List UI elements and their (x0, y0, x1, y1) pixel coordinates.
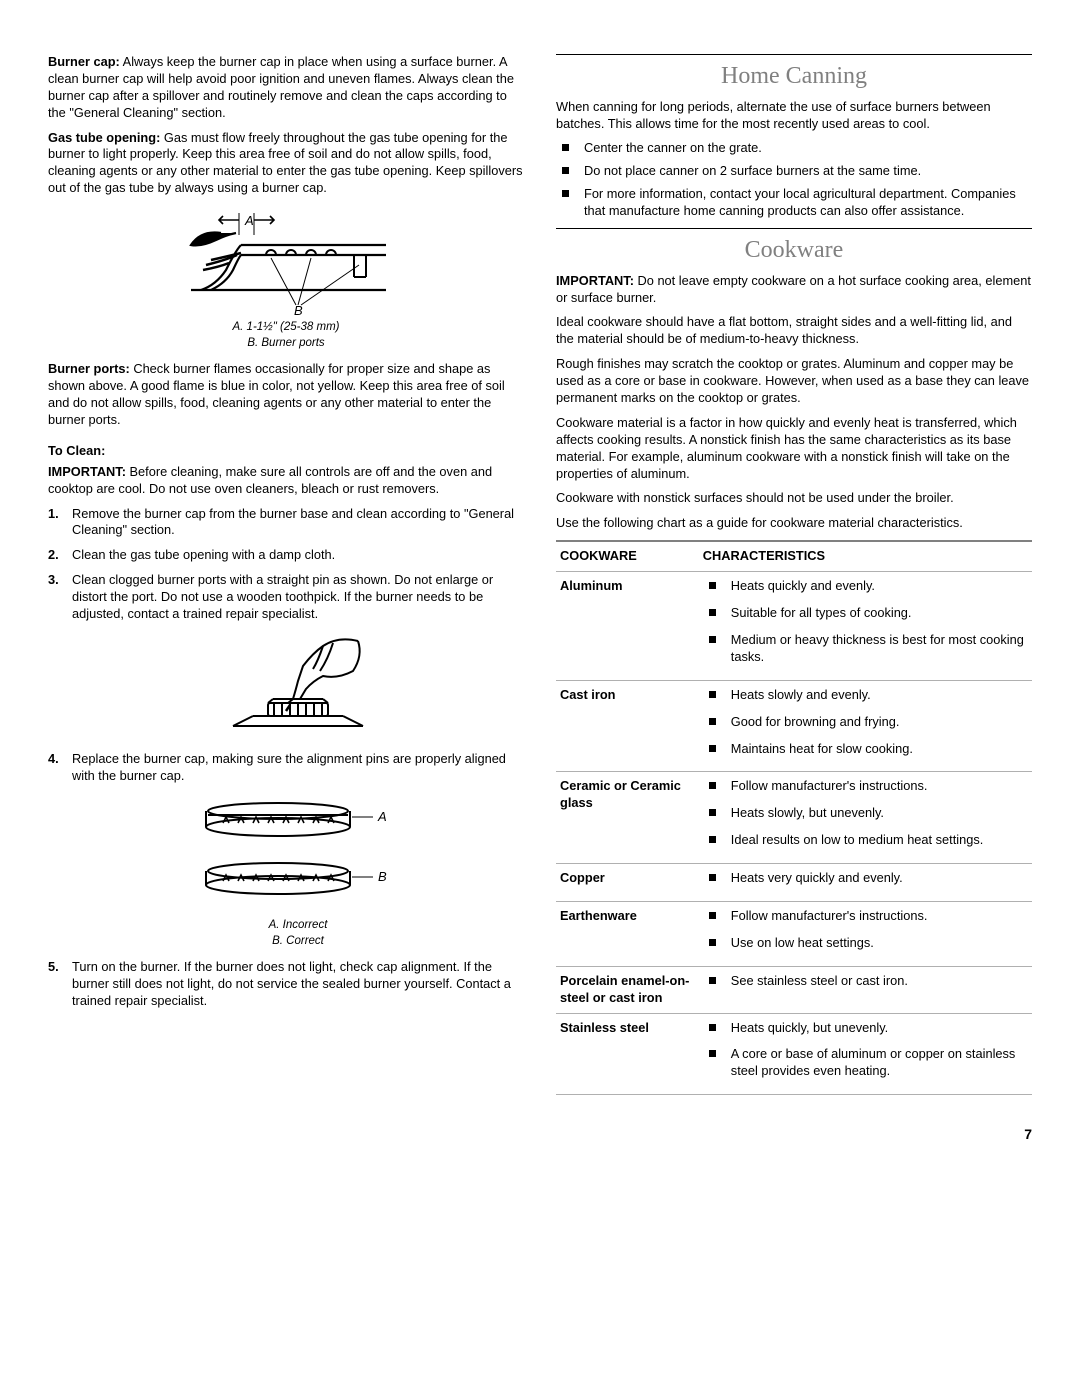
home-canning-title: Home Canning (556, 61, 1032, 93)
ceramic-2: Heats slowly, but unevenly. (703, 805, 1028, 822)
canning-item-1: Center the canner on the grate. (556, 140, 1032, 157)
cookware-p4: Cookware with nonstick surfaces should n… (556, 490, 1032, 507)
cell-earthenware-char: Follow manufacturer's instructions. Use … (699, 901, 1032, 966)
cookware-p5: Use the following chart as a guide for c… (556, 515, 1032, 532)
cast-iron-1: Heats slowly and evenly. (703, 687, 1028, 704)
right-column: Home Canning When canning for long perio… (556, 54, 1032, 1095)
home-canning-intro: When canning for long periods, alternate… (556, 99, 1032, 133)
ceramic-3: Ideal results on low to medium heat sett… (703, 832, 1028, 849)
burner-cap-para: Burner cap: Always keep the burner cap i… (48, 54, 524, 122)
cookware-title: Cookware (556, 235, 1032, 267)
cell-aluminum: Aluminum (556, 572, 699, 681)
figure-cap-alignment: A B A. Incorrect B. Correct (72, 793, 524, 949)
fig1-label-a: A (244, 213, 254, 228)
home-canning-list: Center the canner on the grate. Do not p… (556, 140, 1032, 220)
earthenware-2: Use on low heat settings. (703, 935, 1028, 952)
burner-ports-label: Burner ports: (48, 361, 130, 376)
cast-iron-3: Maintains heat for slow cooking. (703, 741, 1028, 758)
row-stainless: Stainless steel Heats quickly, but uneve… (556, 1013, 1032, 1095)
cookware-p1: Ideal cookware should have a flat bottom… (556, 314, 1032, 348)
aluminum-2: Suitable for all types of cooking. (703, 605, 1028, 622)
copper-1: Heats very quickly and evenly. (703, 870, 1028, 887)
burner-cap-label: Burner cap: (48, 54, 120, 69)
step-4-text: Replace the burner cap, making sure the … (72, 751, 506, 783)
row-cast-iron: Cast iron Heats slowly and evenly. Good … (556, 680, 1032, 772)
fig1-caption-a: A. 1-1½" (25-38 mm) (48, 319, 524, 335)
cleaning-steps: Remove the burner cap from the burner ba… (48, 506, 524, 1010)
to-clean-head: To Clean: (48, 443, 524, 460)
cell-copper: Copper (556, 864, 699, 902)
page-columns: Burner cap: Always keep the burner cap i… (48, 54, 1032, 1095)
cookware-important-label: IMPORTANT: (556, 273, 634, 288)
step-3: Clean clogged burner ports with a straig… (48, 572, 524, 741)
figure-pin-cleaning (72, 631, 524, 741)
cookware-important: IMPORTANT: Do not leave empty cookware o… (556, 273, 1032, 307)
th-cookware: COOKWARE (556, 541, 699, 571)
step-4: Replace the burner cap, making sure the … (48, 751, 524, 949)
earthenware-1: Follow manufacturer's instructions. (703, 908, 1028, 925)
cast-iron-2: Good for browning and frying. (703, 714, 1028, 731)
cell-ceramic-char: Follow manufacturer's instructions. Heat… (699, 772, 1032, 864)
cell-porcelain: Porcelain enamel-on-steel or cast iron (556, 966, 699, 1013)
step-3-text: Clean clogged burner ports with a straig… (72, 572, 493, 621)
cell-cast-iron-char: Heats slowly and evenly. Good for browni… (699, 680, 1032, 772)
fig3-label-a: A (377, 809, 387, 824)
ceramic-1: Follow manufacturer's instructions. (703, 778, 1028, 795)
gas-tube-label: Gas tube opening: (48, 130, 160, 145)
figure1-caption: A. 1-1½" (25-38 mm) B. Burner ports (48, 319, 524, 351)
cell-earthenware: Earthenware (556, 901, 699, 966)
cell-cast-iron: Cast iron (556, 680, 699, 772)
rule-mid (556, 228, 1032, 229)
cookware-p3: Cookware material is a factor in how qui… (556, 415, 1032, 483)
stainless-1: Heats quickly, but unevenly. (703, 1020, 1028, 1037)
cookware-p2: Rough finishes may scratch the cooktop o… (556, 356, 1032, 407)
page-number: 7 (48, 1125, 1032, 1143)
figure-burner-cross-section: A B A. 1-1½" (25-38 mm) B. Burner ports (48, 205, 524, 351)
cell-stainless-char: Heats quickly, but unevenly. A core or b… (699, 1013, 1032, 1095)
fig3-caption-a: A. Incorrect (72, 917, 524, 933)
step-2: Clean the gas tube opening with a damp c… (48, 547, 524, 564)
aluminum-3: Medium or heavy thickness is best for mo… (703, 632, 1028, 666)
th-characteristics: CHARACTERISTICS (699, 541, 1032, 571)
cell-porcelain-char: See stainless steel or cast iron. (699, 966, 1032, 1013)
row-aluminum: Aluminum Heats quickly and evenly. Suita… (556, 572, 1032, 681)
figure3-caption: A. Incorrect B. Correct (72, 917, 524, 949)
rule-top (556, 54, 1032, 55)
cell-stainless: Stainless steel (556, 1013, 699, 1095)
gas-tube-para: Gas tube opening: Gas must flow freely t… (48, 130, 524, 198)
fig3-caption-b: B. Correct (72, 933, 524, 949)
cookware-table: COOKWARE CHARACTERISTICS Aluminum Heats … (556, 540, 1032, 1095)
step-1: Remove the burner cap from the burner ba… (48, 506, 524, 540)
stainless-2: A core or base of aluminum or copper on … (703, 1046, 1028, 1080)
cell-copper-char: Heats very quickly and evenly. (699, 864, 1032, 902)
step-5: Turn on the burner. If the burner does n… (48, 959, 524, 1010)
row-ceramic: Ceramic or Ceramic glass Follow manufact… (556, 772, 1032, 864)
to-clean-important-label: IMPORTANT: (48, 464, 126, 479)
aluminum-1: Heats quickly and evenly. (703, 578, 1028, 595)
canning-item-3: For more information, contact your local… (556, 186, 1032, 220)
row-copper: Copper Heats very quickly and evenly. (556, 864, 1032, 902)
cell-aluminum-char: Heats quickly and evenly. Suitable for a… (699, 572, 1032, 681)
row-porcelain: Porcelain enamel-on-steel or cast iron S… (556, 966, 1032, 1013)
fig1-label-b: B (294, 303, 303, 315)
cell-ceramic: Ceramic or Ceramic glass (556, 772, 699, 864)
row-earthenware: Earthenware Follow manufacturer's instru… (556, 901, 1032, 966)
left-column: Burner cap: Always keep the burner cap i… (48, 54, 524, 1095)
burner-ports-para: Burner ports: Check burner flames occasi… (48, 361, 524, 429)
fig1-caption-b: B. Burner ports (48, 335, 524, 351)
to-clean-important: IMPORTANT: Before cleaning, make sure al… (48, 464, 524, 498)
fig3-label-b: B (378, 869, 387, 884)
porcelain-1: See stainless steel or cast iron. (703, 973, 1028, 990)
canning-item-2: Do not place canner on 2 surface burners… (556, 163, 1032, 180)
